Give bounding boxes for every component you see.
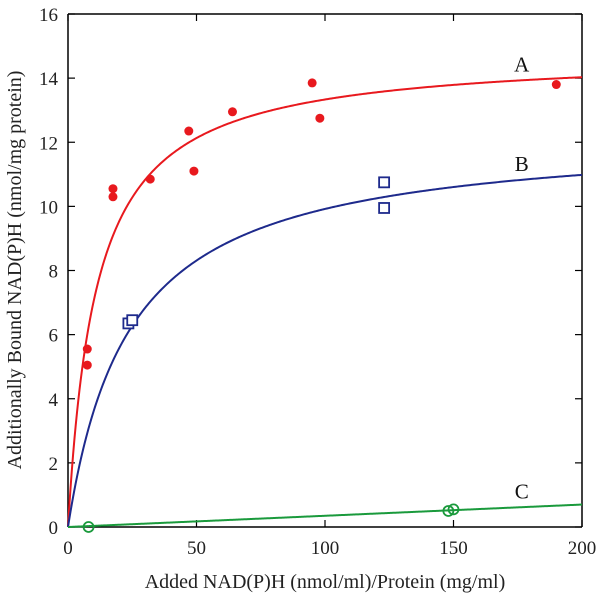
point-a-6 bbox=[189, 166, 199, 176]
plot-frame bbox=[67, 13, 583, 528]
axis-ticks: 0 50 100 150 200 0 2 4 6 8 10 12 14 16 bbox=[39, 5, 596, 559]
curve-label-c: C bbox=[515, 479, 529, 503]
point-c-1 bbox=[442, 505, 455, 517]
y-tick-label-16: 16 bbox=[39, 5, 58, 26]
point-c-2 bbox=[447, 503, 460, 516]
point-b-3 bbox=[378, 202, 391, 214]
y-tick-label-10: 10 bbox=[39, 197, 58, 218]
data-points bbox=[82, 78, 561, 533]
x-tick-label-100: 100 bbox=[311, 538, 340, 559]
y-tick-label-12: 12 bbox=[39, 133, 58, 154]
point-a-3 bbox=[108, 192, 118, 202]
point-a-5 bbox=[184, 126, 194, 136]
point-a-10 bbox=[551, 80, 561, 90]
point-c-0 bbox=[82, 521, 95, 533]
x-tick-label-0: 0 bbox=[63, 538, 73, 559]
curve-b bbox=[67, 173, 583, 528]
curve-label-b: B bbox=[515, 152, 529, 176]
x-axis-title: Added NAD(P)H (nmol/ml)/Protein (mg/ml) bbox=[145, 571, 506, 593]
x-tick-label-50: 50 bbox=[187, 538, 206, 559]
point-a-0 bbox=[82, 344, 92, 354]
y-axis-title: Additionally Bound NAD(P)H (nmol/mg prot… bbox=[4, 71, 26, 470]
y-tick-label-0: 0 bbox=[49, 518, 59, 539]
curve-labels: A B C bbox=[514, 53, 530, 504]
point-a-4 bbox=[145, 174, 155, 184]
point-a-7 bbox=[227, 107, 237, 117]
point-a-8 bbox=[307, 78, 317, 88]
point-a-1 bbox=[82, 360, 92, 370]
y-tick-label-14: 14 bbox=[39, 69, 59, 90]
y-tick-label-6: 6 bbox=[49, 326, 59, 347]
x-tick-label-200: 200 bbox=[568, 538, 597, 559]
point-a-2 bbox=[108, 184, 118, 194]
curve-c bbox=[67, 503, 583, 528]
y-tick-label-8: 8 bbox=[49, 262, 59, 283]
fit-curves bbox=[67, 76, 583, 528]
curve-a bbox=[67, 76, 583, 528]
curve-label-a: A bbox=[514, 53, 530, 77]
point-b-2 bbox=[378, 176, 391, 189]
point-b-1 bbox=[126, 314, 139, 327]
y-tick-label-4: 4 bbox=[49, 390, 59, 411]
x-tick-label-150: 150 bbox=[439, 538, 468, 559]
y-tick-label-2: 2 bbox=[49, 454, 59, 475]
point-a-9 bbox=[315, 113, 325, 123]
